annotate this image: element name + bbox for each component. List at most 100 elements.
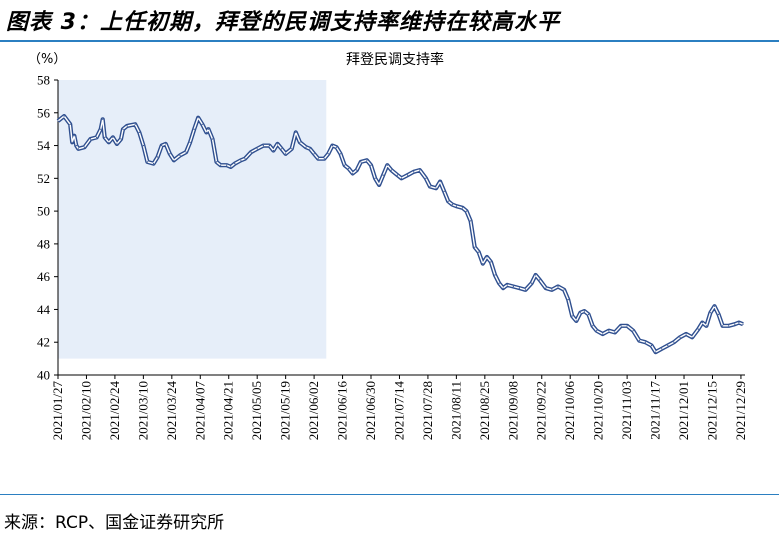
data-point [413,171,415,173]
data-point [327,153,329,155]
x-tick-label: 2021/03/10 [135,381,150,440]
data-point [102,118,104,120]
y-tick-label: 44 [37,302,51,317]
data-point [161,145,163,147]
x-tick: 2021/12/15 [704,375,719,440]
data-point [272,149,274,152]
data-point [323,158,325,160]
data-point [77,148,79,150]
data-point [89,138,92,140]
data-point [339,153,342,155]
data-point [742,323,744,325]
x-tick-label: 2021/12/29 [733,381,748,440]
data-point [673,341,675,343]
data-point [226,164,228,166]
y-tick: 52 [37,171,58,186]
data-point [152,163,155,165]
y-tick: 44 [37,302,58,317]
x-tick: 2021/06/30 [363,375,378,440]
data-point [317,158,319,160]
x-tick-label: 2021/06/16 [335,381,350,441]
y-tick-label: 48 [37,236,50,251]
data-point [63,115,65,117]
line-chart: 拜登民调支持率 （%） 40 42 44 46 48 50 52 54 56 58 2021/01/… [28,51,748,441]
data-point [73,135,75,137]
data-point [614,331,616,333]
data-point [386,164,388,166]
data-point [240,159,242,161]
y-tick: 50 [37,204,58,219]
data-point [482,263,484,265]
data-point [197,117,199,119]
data-point [531,282,533,284]
x-tick-label: 2021/10/20 [591,381,606,440]
x-tick-label: 2021/01/27 [50,381,65,441]
data-point [439,181,441,183]
data-point [728,325,730,327]
x-tick-label: 2021/11/03 [619,381,634,440]
y-tick-label: 52 [37,171,50,186]
data-point [535,274,537,276]
data-point [331,145,333,147]
data-point [390,169,392,171]
data-point [632,330,634,332]
x-tick: 2021/02/10 [78,375,93,440]
data-point [407,174,409,176]
data-point [470,220,472,222]
data-point [650,344,653,347]
data-point [366,159,368,161]
data-point [281,148,283,150]
x-tick: 2021/08/11 [448,375,463,440]
data-point [661,348,663,350]
x-tick: 2021/04/21 [221,375,236,440]
y-tick-label: 54 [37,138,51,153]
data-point [545,287,547,289]
data-point [557,285,559,288]
data-point [116,143,118,145]
data-point [465,210,468,212]
x-tick-label: 2021/03/24 [164,381,179,441]
y-tick: 58 [37,73,58,88]
data-point [120,138,122,140]
x-tick: 2021/07/28 [420,375,435,440]
data-point [285,153,287,155]
data-point [244,158,246,160]
data-point [348,167,350,170]
data-point [234,163,236,165]
data-point [551,289,553,291]
data-point [429,185,431,188]
x-tick: 2021/09/08 [505,375,520,440]
data-point [344,164,346,166]
x-tick-label: 2021/04/21 [221,381,236,440]
data-point [262,145,264,147]
data-point [419,169,421,171]
x-tick-label: 2021/08/11 [448,381,463,440]
data-point [435,187,437,189]
data-point [644,341,647,343]
data-point [179,154,181,156]
x-tick: 2021/03/24 [164,375,179,440]
x-tick: 2021/06/16 [335,375,350,440]
x-tick: 2021/10/06 [562,375,577,440]
x-tick-label: 2021/04/07 [192,381,207,441]
data-point [592,325,594,327]
data-point [173,159,175,161]
data-point [335,146,338,148]
data-point [667,344,669,347]
data-point [193,128,195,130]
data-point [356,169,358,171]
x-tick-label: 2021/06/30 [363,381,378,440]
data-point [691,336,693,338]
data-point [165,143,167,145]
bottom-rule [0,494,779,495]
data-point [205,131,207,133]
data-point [486,256,488,258]
data-point [396,174,398,176]
x-tick-label: 2021/06/02 [306,381,321,440]
highlight-band [58,80,327,359]
data-point [447,200,449,202]
top-rule [0,40,779,42]
x-tick-label: 2021/09/08 [505,381,520,440]
data-point [313,153,315,155]
data-point [425,177,427,179]
